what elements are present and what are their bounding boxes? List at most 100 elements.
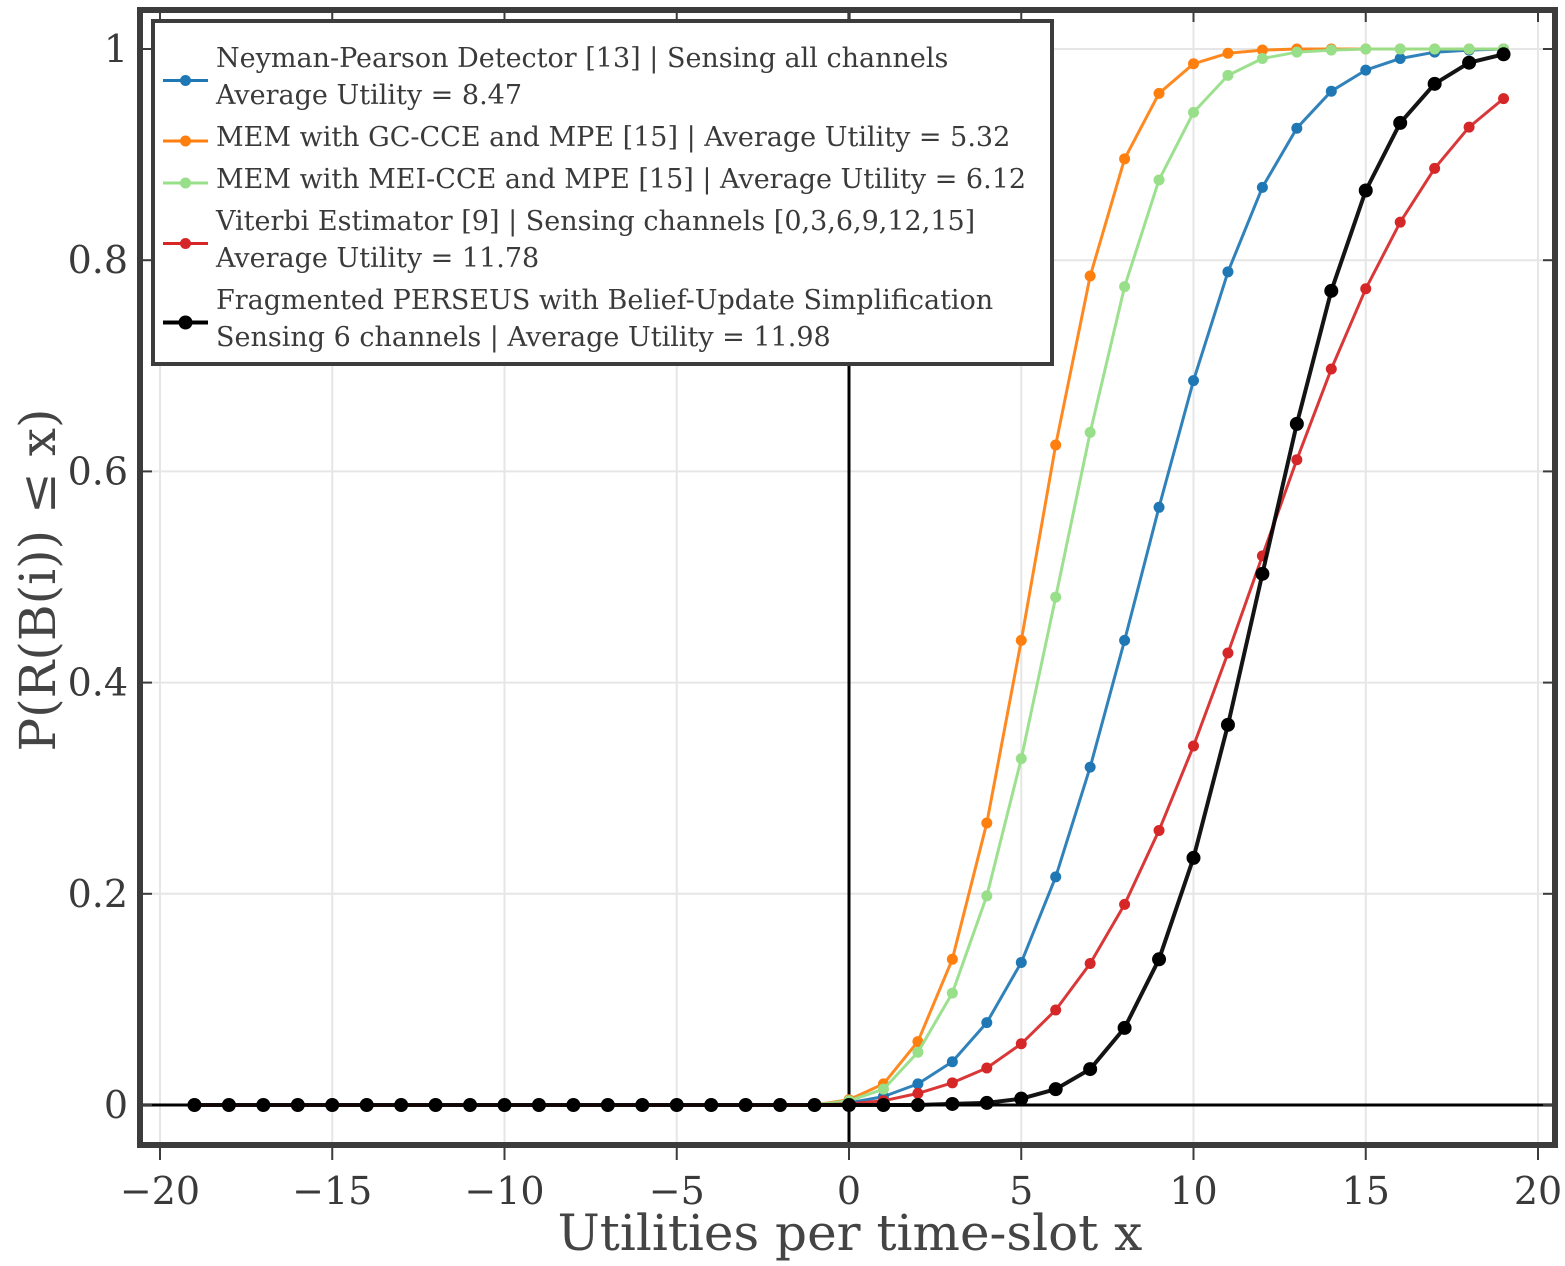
- data-point: [1222, 69, 1234, 81]
- data-point: [1014, 1091, 1029, 1106]
- data-point: [946, 987, 958, 999]
- legend-label: Viterbi Estimator [9] | Sensing channels…: [215, 206, 975, 237]
- y-tick-label: 0.2: [68, 872, 128, 916]
- data-point: [1084, 270, 1096, 282]
- data-point: [600, 1098, 615, 1112]
- data-point: [1291, 454, 1303, 466]
- data-point: [1153, 87, 1165, 99]
- legend-entry: Viterbi Estimator [9] | Sensing channels…: [163, 206, 975, 274]
- legend-entry: MEM with MEI-CCE and MPE [15] | Average …: [163, 164, 1026, 195]
- x-tick-label: −10: [464, 1169, 544, 1213]
- y-tick-label: 0.4: [68, 661, 128, 705]
- data-point: [1360, 43, 1372, 55]
- data-point: [877, 1083, 889, 1095]
- data-point: [1325, 85, 1337, 97]
- data-point: [256, 1098, 271, 1112]
- data-point: [910, 1098, 925, 1112]
- data-point: [1188, 106, 1199, 118]
- legend-marker: [180, 135, 191, 147]
- data-point: [1256, 181, 1268, 193]
- data-point: [1084, 761, 1096, 773]
- data-point: [1324, 283, 1339, 298]
- data-point: [1119, 281, 1131, 293]
- legend-marker: [180, 238, 191, 249]
- data-point: [1152, 952, 1167, 967]
- data-point: [1119, 898, 1131, 910]
- x-tick-labels: −20 −15 −10 −5 0 5 10 15 20: [120, 1169, 1562, 1213]
- legend: Neyman-Pearson Detector [13] | Sensing a…: [151, 19, 1054, 366]
- data-point: [566, 1098, 581, 1112]
- data-point: [1048, 1082, 1063, 1097]
- data-point: [912, 1087, 924, 1099]
- data-point: [635, 1098, 650, 1112]
- data-point: [1015, 956, 1027, 968]
- data-point: [945, 1096, 960, 1111]
- y-tick-label: 0: [104, 1083, 128, 1127]
- y-tick-label: 0.8: [68, 238, 128, 282]
- plot-frame: [137, 7, 1558, 1148]
- legend-label: MEM with GC-CCE and MPE [15] | Average U…: [216, 122, 1010, 153]
- x-tick-label: 5: [1009, 1169, 1033, 1213]
- data-point: [1050, 439, 1062, 451]
- data-point: [1427, 76, 1442, 91]
- data-point: [221, 1098, 236, 1112]
- legend-label: Average Utility = 8.47: [215, 80, 522, 111]
- data-point: [1186, 850, 1201, 865]
- data-point: [912, 1078, 924, 1090]
- data-point: [1393, 115, 1408, 130]
- x-tick-label: 15: [1342, 1169, 1390, 1213]
- data-point: [1188, 740, 1199, 752]
- data-point: [1463, 121, 1475, 133]
- data-point: [1462, 55, 1477, 70]
- data-point: [1463, 43, 1475, 55]
- data-point: [463, 1098, 478, 1112]
- data-point: [1117, 1020, 1132, 1035]
- data-point: [981, 817, 993, 829]
- y-tick-labels: 0 0.2 0.4 0.6 0.8 1: [68, 27, 128, 1127]
- data-point: [1256, 53, 1268, 65]
- data-point: [1153, 174, 1165, 186]
- data-point: [1256, 44, 1268, 56]
- data-point: [1255, 566, 1270, 581]
- data-point: [531, 1098, 546, 1112]
- data-point: [1429, 162, 1441, 174]
- data-point: [1188, 58, 1199, 70]
- legend-marker: [180, 75, 191, 86]
- data-point: [1188, 375, 1199, 387]
- data-point: [1394, 216, 1406, 228]
- data-point: [1289, 416, 1304, 431]
- data-point: [1084, 426, 1096, 438]
- series-layer: [187, 43, 1511, 1112]
- data-point: [1394, 53, 1406, 65]
- legend-box: [151, 19, 1054, 366]
- data-point: [946, 1077, 958, 1089]
- data-point: [1050, 871, 1062, 883]
- x-tick-label: 0: [837, 1169, 861, 1213]
- x-tick-label: 20: [1514, 1169, 1562, 1213]
- data-point: [669, 1098, 684, 1112]
- data-point: [1050, 591, 1062, 603]
- data-point: [394, 1098, 409, 1112]
- data-point: [738, 1098, 753, 1112]
- data-point: [912, 1036, 924, 1048]
- data-point: [1291, 46, 1303, 58]
- data-point: [1291, 122, 1303, 134]
- x-tick-label: −15: [292, 1169, 372, 1213]
- data-point: [497, 1098, 512, 1112]
- data-point: [1083, 1062, 1098, 1077]
- y-tick-label: 1: [104, 27, 128, 71]
- legend-label: Neyman-Pearson Detector [13] | Sensing a…: [216, 43, 948, 74]
- data-point: [1222, 266, 1234, 278]
- legend-label: Average Utility = 11.78: [215, 243, 539, 274]
- data-point: [1015, 1038, 1027, 1050]
- data-point: [981, 1062, 993, 1074]
- data-point: [912, 1046, 924, 1058]
- data-point: [876, 1098, 891, 1112]
- data-point: [359, 1098, 374, 1112]
- data-point: [187, 1098, 202, 1112]
- data-point: [981, 1017, 993, 1029]
- y-axis-title: P(R(B(i)) ≤ x): [9, 409, 67, 752]
- data-point: [704, 1098, 719, 1112]
- data-point: [946, 1056, 958, 1068]
